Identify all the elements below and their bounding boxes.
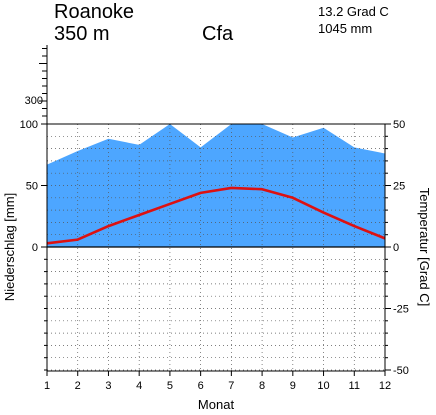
y-tick-label-right: 0 xyxy=(393,242,399,254)
x-tick-label: 12 xyxy=(379,380,391,392)
x-tick-label: 3 xyxy=(105,380,111,392)
x-axis-title: Monat xyxy=(198,397,235,412)
axes-layer xyxy=(39,45,391,376)
y-tick-label-left: 50 xyxy=(26,181,38,193)
mean-temperature: 13.2 Grad C xyxy=(318,4,389,19)
y-tick-label-left: 100 xyxy=(20,119,38,131)
x-tick-label: 5 xyxy=(167,380,173,392)
station-elevation: 350 m xyxy=(54,23,110,45)
x-tick-label: 8 xyxy=(259,380,265,392)
annual-precipitation: 1045 mm xyxy=(318,21,372,36)
climate-class: Cfa xyxy=(202,23,234,45)
x-tick-label: 2 xyxy=(75,380,81,392)
x-tick-label: 1 xyxy=(44,380,50,392)
x-tick-label: 7 xyxy=(228,380,234,392)
y-axis-left-title: Niederschlag [mm] xyxy=(2,193,17,301)
x-tick-label: 11 xyxy=(349,380,360,392)
y-tick-label-upper: 300 xyxy=(25,95,43,107)
y-axis-right-title: Temperatur [Grad C] xyxy=(417,188,432,307)
y-tick-label-right: 50 xyxy=(393,119,405,131)
y-tick-label-right: -25 xyxy=(393,304,409,316)
x-tick-label: 9 xyxy=(290,380,296,392)
y-tick-label-right: -50 xyxy=(393,365,409,377)
y-tick-label-right: 25 xyxy=(393,181,405,193)
temperature-line xyxy=(46,186,386,245)
x-tick-label: 4 xyxy=(136,380,142,392)
y-tick-label-left: 0 xyxy=(32,242,38,254)
temperature-line-layer xyxy=(46,186,386,245)
x-tick-label: 6 xyxy=(198,380,204,392)
station-name: Roanoke xyxy=(54,1,134,23)
x-tick-label: 10 xyxy=(317,380,329,392)
